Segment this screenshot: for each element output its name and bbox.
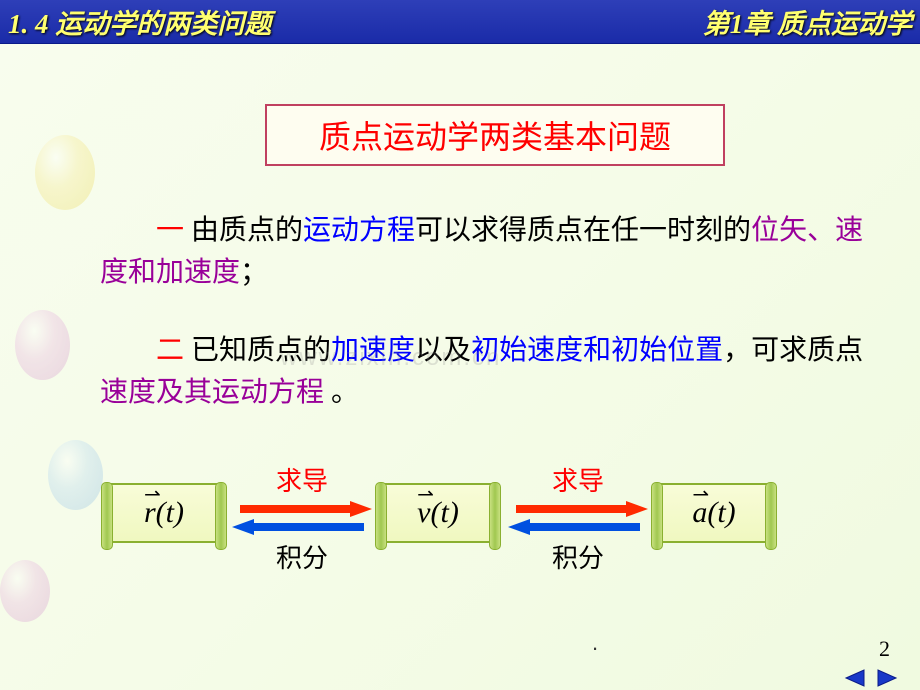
integrate-label: 积分 <box>232 538 372 575</box>
chapter-title: 第1章 质点运动学 <box>703 2 912 41</box>
triangle-left-icon <box>844 669 866 687</box>
slide-footer: . 2 <box>0 640 920 690</box>
formula-box-v: v(t) <box>384 483 492 543</box>
item-number: 一 <box>156 215 184 246</box>
section-title: 1. 4 运动学的两类问题 <box>8 2 271 41</box>
flow-diagram: r(t) v(t) a(t) 求导 积分 求导 积分 <box>110 458 870 568</box>
footer-dot: . <box>592 630 598 656</box>
nav-buttons <box>842 668 900 688</box>
nav-next-button[interactable] <box>874 668 900 688</box>
slide-header: 1. 4 运动学的两类问题 第1章 质点运动学 <box>0 0 920 44</box>
page-number: 2 <box>879 636 890 662</box>
integrate-arrow-icon <box>508 518 648 536</box>
arrow-group-1: 求导 积分 <box>232 461 372 551</box>
derive-arrow-icon <box>232 500 372 518</box>
formula-box-r: r(t) <box>110 483 218 543</box>
paragraph-2: 二 已知质点的加速度以及初始速度和初始位置，可求质点速度及其运动方程 。 <box>100 330 890 414</box>
topic-title-box: 质点运动学两类基本问题 <box>265 104 725 166</box>
topic-title: 质点运动学两类基本问题 <box>319 119 671 155</box>
triangle-right-icon <box>876 669 898 687</box>
nav-prev-button[interactable] <box>842 668 868 688</box>
formula-box-a: a(t) <box>660 483 768 543</box>
derive-label: 求导 <box>508 461 648 498</box>
paragraph-1: 一 由质点的运动方程可以求得质点在任一时刻的位矢、速度和加速度； <box>100 210 890 294</box>
integrate-label: 积分 <box>508 538 648 575</box>
item-number: 二 <box>156 335 184 366</box>
decor-balloon <box>0 560 50 622</box>
derive-label: 求导 <box>232 461 372 498</box>
decor-balloon <box>48 440 103 510</box>
derive-arrow-icon <box>508 500 648 518</box>
integrate-arrow-icon <box>232 518 372 536</box>
arrow-group-2: 求导 积分 <box>508 461 648 551</box>
slide-content: 质点运动学两类基本问题 www.zixin.com.cn 一 由质点的运动方程可… <box>0 44 920 414</box>
